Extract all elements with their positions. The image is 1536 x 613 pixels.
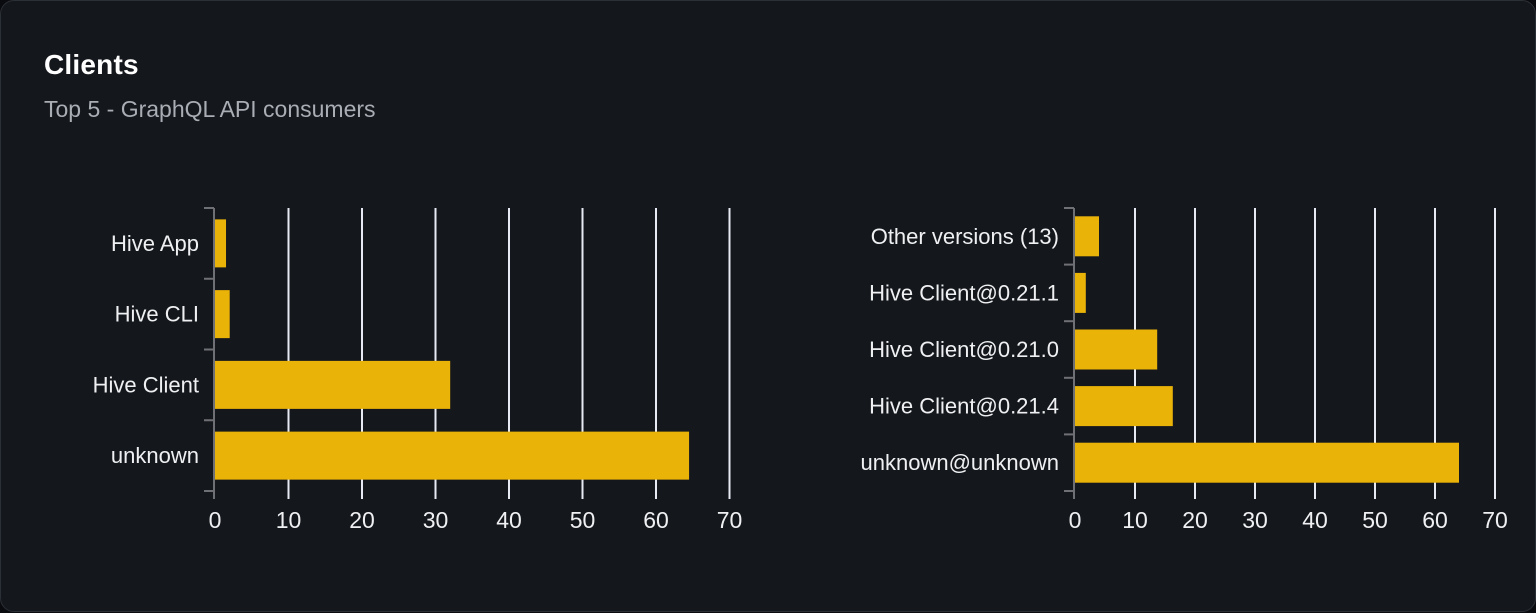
- category-label: Hive Client@0.21.1: [869, 280, 1059, 305]
- x-tick-label: 30: [1242, 507, 1268, 533]
- bar-hive-client-0.21.1[interactable]: [1075, 273, 1086, 313]
- x-tick-label: 10: [1122, 507, 1148, 533]
- bar-hive-client-0.21.0[interactable]: [1075, 330, 1157, 370]
- x-tick-label: 60: [1422, 507, 1448, 533]
- category-label: Hive Client@0.21.4: [869, 394, 1059, 419]
- bar-hive-client-0.21.4[interactable]: [1075, 386, 1173, 426]
- bar-unknown-unknown[interactable]: [1075, 443, 1459, 483]
- x-tick-label: 50: [1362, 507, 1388, 533]
- bar-other-versions-13-[interactable]: [1075, 216, 1099, 256]
- category-label: Other versions (13): [871, 224, 1059, 249]
- x-tick-label: 0: [1069, 507, 1082, 533]
- category-label: unknown@unknown: [861, 450, 1059, 475]
- category-label: Hive Client@0.21.0: [869, 337, 1059, 362]
- x-tick-label: 20: [1182, 507, 1208, 533]
- x-tick-label: 70: [1482, 507, 1508, 533]
- x-tick-label: 40: [1302, 507, 1328, 533]
